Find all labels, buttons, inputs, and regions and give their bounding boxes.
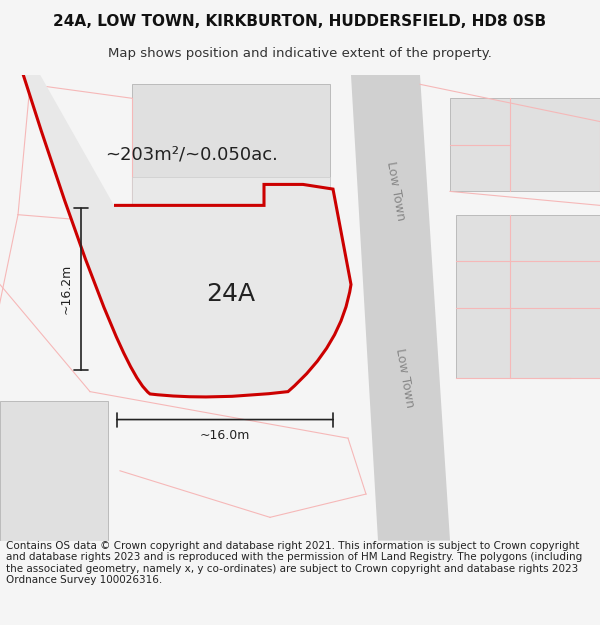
Text: Low Town: Low Town	[385, 161, 407, 222]
Text: Map shows position and indicative extent of the property.: Map shows position and indicative extent…	[108, 48, 492, 61]
Text: Contains OS data © Crown copyright and database right 2021. This information is : Contains OS data © Crown copyright and d…	[6, 541, 582, 586]
Text: ~203m²/~0.050ac.: ~203m²/~0.050ac.	[106, 145, 278, 163]
Polygon shape	[0, 401, 108, 541]
Polygon shape	[132, 177, 330, 317]
Text: 24A: 24A	[206, 282, 256, 306]
Polygon shape	[132, 84, 330, 224]
Polygon shape	[450, 98, 600, 191]
Polygon shape	[351, 75, 450, 541]
Polygon shape	[456, 214, 600, 378]
Text: Low Town: Low Town	[394, 347, 416, 408]
Text: ~16.0m: ~16.0m	[200, 429, 250, 442]
Text: ~16.2m: ~16.2m	[59, 264, 73, 314]
PathPatch shape	[114, 184, 351, 397]
Text: 24A, LOW TOWN, KIRKBURTON, HUDDERSFIELD, HD8 0SB: 24A, LOW TOWN, KIRKBURTON, HUDDERSFIELD,…	[53, 14, 547, 29]
